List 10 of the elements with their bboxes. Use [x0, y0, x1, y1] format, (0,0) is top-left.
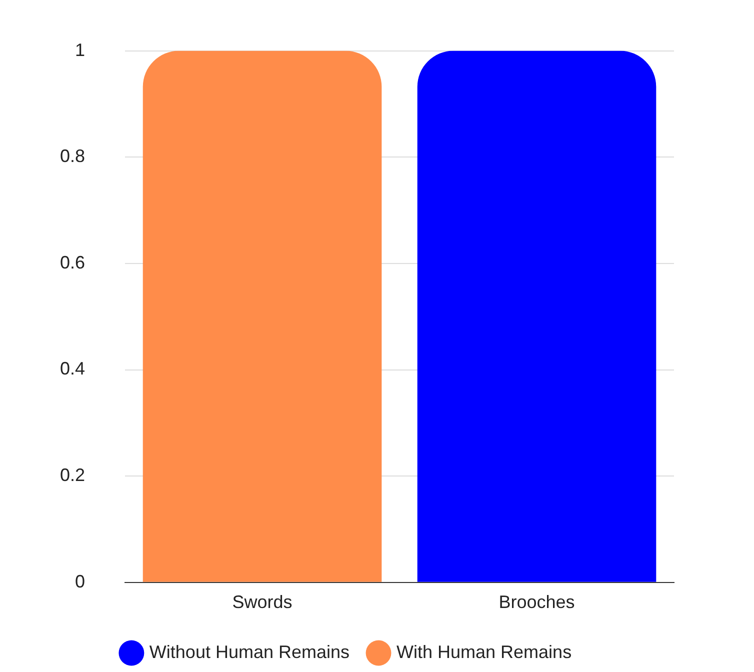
y-tick-label: 0.4: [60, 358, 86, 379]
legend-label: With Human Remains: [396, 642, 572, 662]
y-tick-label: 1: [75, 40, 86, 60]
legend-label: Without Human Remains: [149, 642, 350, 662]
y-tick-label: 0.8: [60, 146, 86, 166]
y-tick-label: 0.6: [60, 252, 86, 272]
x-tick-label: Swords: [232, 592, 292, 612]
x-tick-label: Brooches: [498, 592, 575, 612]
y-tick-label: 0.2: [60, 465, 86, 486]
y-tick-label: 0: [75, 571, 86, 592]
